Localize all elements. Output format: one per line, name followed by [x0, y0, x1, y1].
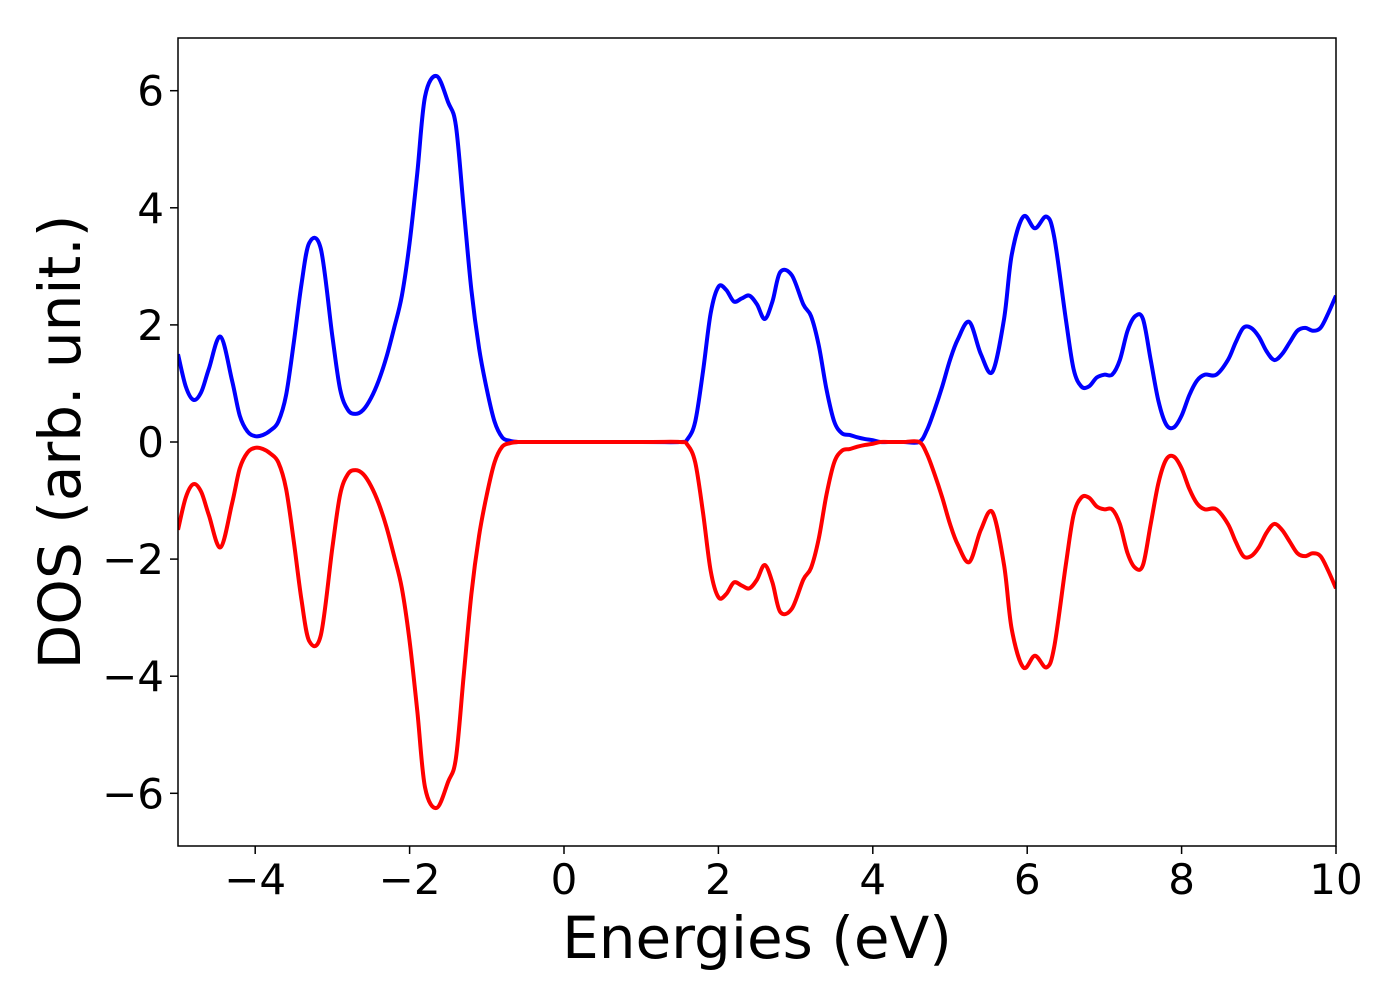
y-tick-label: 6	[137, 67, 164, 116]
x-tick-label: −2	[379, 855, 441, 904]
y-tick-label: 0	[137, 418, 164, 467]
x-tick-label: 4	[859, 855, 886, 904]
series-line-down	[178, 439, 1336, 810]
y-tick-label: −6	[102, 769, 164, 818]
x-tick-label: 10	[1309, 855, 1362, 904]
plot-frame	[177, 37, 1337, 847]
series-layer	[178, 74, 1336, 810]
x-tick-label: 0	[551, 855, 578, 904]
series-line-up	[178, 74, 1336, 445]
x-axis-title: Energies (eV)	[562, 904, 952, 972]
x-tick-label: −4	[224, 855, 286, 904]
y-axis-title: DOS (arb. unit.)	[26, 215, 94, 670]
y-tick-label: −2	[102, 535, 164, 584]
x-tick-label: 8	[1168, 855, 1195, 904]
y-tick-label: 4	[137, 184, 164, 233]
x-axis-ticks: −4 −2 0 2 4 6 8 10	[224, 846, 1363, 904]
x-tick-label: 2	[705, 855, 732, 904]
x-tick-label: 6	[1014, 855, 1041, 904]
y-axis-ticks: 6 4 2 0 −2 −4 −6	[102, 67, 178, 818]
y-tick-label: 2	[137, 301, 164, 350]
y-tick-label: −4	[102, 652, 164, 701]
